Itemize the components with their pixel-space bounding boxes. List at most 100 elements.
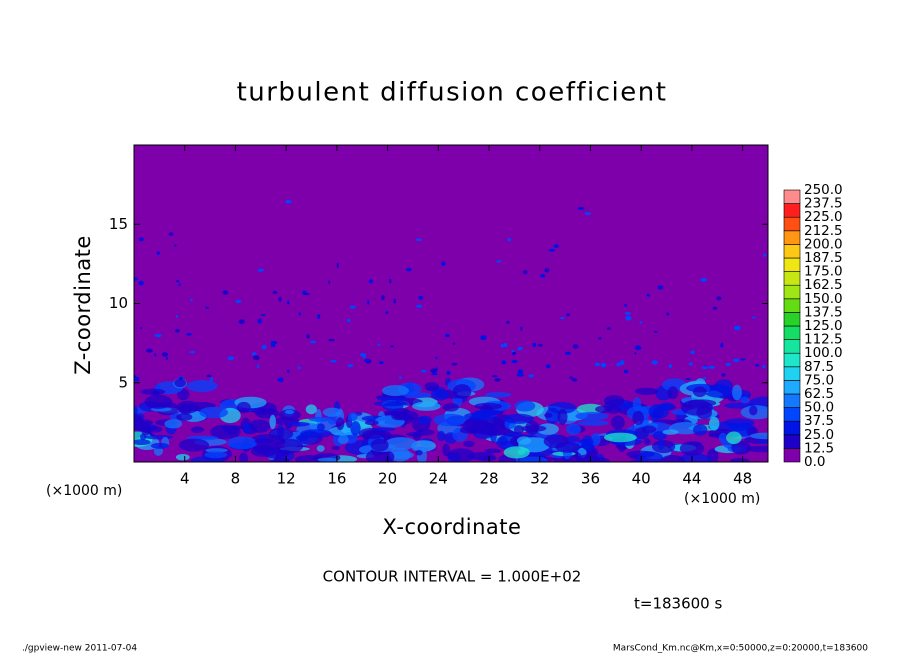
field-texture (503, 432, 524, 437)
field-texture (519, 456, 548, 462)
field-texture (165, 356, 168, 360)
field-texture (269, 414, 277, 430)
colorbar-label: 137.5 (804, 304, 843, 320)
field-texture (560, 316, 565, 320)
field-texture (725, 362, 732, 367)
field-texture (517, 346, 523, 351)
field-texture (442, 443, 451, 457)
field-texture (175, 328, 180, 333)
field-texture (134, 199, 768, 462)
field-texture (154, 353, 157, 357)
field-texture (604, 432, 637, 443)
colorbar-label: 50.0 (804, 400, 834, 416)
field-texture (632, 410, 644, 426)
field-texture (415, 449, 423, 456)
field-texture (557, 408, 568, 425)
field-texture (485, 392, 512, 398)
field-texture (393, 410, 419, 421)
field-texture (657, 439, 665, 450)
field-texture (754, 364, 760, 367)
field-texture (418, 295, 424, 300)
field-texture (528, 374, 534, 378)
field-texture (540, 274, 546, 278)
field-texture (189, 350, 196, 354)
field-texture (298, 312, 301, 316)
field-texture (178, 376, 184, 381)
field-texture (190, 298, 193, 302)
colorbar-label: 250.0 (804, 182, 843, 198)
field-texture (347, 364, 354, 368)
field-texture (300, 429, 332, 438)
field-texture (445, 333, 450, 338)
field-texture (732, 384, 742, 401)
field-texture (503, 413, 535, 424)
field-texture (688, 399, 717, 407)
field-texture (565, 436, 580, 442)
field-texture (577, 207, 585, 210)
field-texture (251, 352, 257, 356)
field-texture (715, 379, 733, 392)
colorbar-label: 75.0 (804, 372, 834, 388)
field-texture (480, 335, 487, 341)
field-texture (660, 454, 686, 462)
field-texture (721, 373, 726, 377)
x-tick-label: 48 (733, 470, 752, 488)
field-texture (452, 384, 472, 399)
field-texture (286, 421, 310, 427)
field-texture (309, 340, 317, 344)
field-texture (420, 369, 428, 373)
field-texture (350, 421, 361, 436)
colorbar-swatch (783, 434, 801, 449)
field-texture (520, 326, 523, 331)
x-tick-label: 8 (231, 470, 241, 488)
colorbar-label: 187.5 (804, 250, 843, 266)
field-texture (740, 358, 746, 361)
colorbar-swatch (783, 230, 801, 245)
field-texture (389, 447, 411, 462)
field-texture (446, 370, 451, 376)
field-texture (140, 327, 143, 330)
field-texture (134, 376, 140, 382)
field-texture (437, 430, 446, 442)
field-texture (624, 311, 631, 315)
field-texture (431, 389, 449, 401)
field-texture (634, 387, 658, 395)
field-texture (452, 342, 456, 345)
field-texture (399, 376, 402, 380)
field-texture (523, 270, 528, 275)
x-tick-label: 24 (429, 470, 448, 488)
field-texture (367, 300, 370, 305)
field-texture (745, 445, 768, 453)
y-axis-label: Z-coordinate (71, 235, 95, 375)
field-texture (284, 409, 294, 415)
field-texture (749, 432, 768, 440)
field-texture (514, 400, 536, 412)
field-texture (243, 423, 251, 434)
field-texture (364, 358, 370, 363)
field-texture (484, 416, 505, 432)
field-texture (206, 374, 212, 378)
colorbar-swatch (783, 216, 801, 232)
field-texture (178, 438, 210, 452)
field-texture (709, 416, 720, 431)
colorbar-swatch (783, 380, 801, 395)
colorbar-label: 100.0 (804, 345, 843, 361)
x-tick-label: 12 (277, 470, 296, 488)
field-texture (575, 411, 609, 421)
field-texture (701, 366, 709, 370)
colorbar-label: 237.5 (804, 196, 843, 212)
field-texture (269, 427, 294, 440)
field-texture (584, 212, 592, 216)
field-texture (491, 375, 498, 378)
colorbar-label: 112.5 (804, 332, 843, 348)
field-texture (418, 415, 432, 424)
field-texture (277, 377, 284, 383)
field-texture (762, 365, 766, 369)
field-texture (146, 348, 153, 353)
field-texture (186, 380, 218, 392)
field-texture (393, 298, 397, 304)
y-tick-label: 15 (109, 215, 128, 233)
field-texture (433, 413, 467, 427)
colorbar-label: 12.5 (804, 440, 834, 456)
field-texture (712, 306, 718, 310)
